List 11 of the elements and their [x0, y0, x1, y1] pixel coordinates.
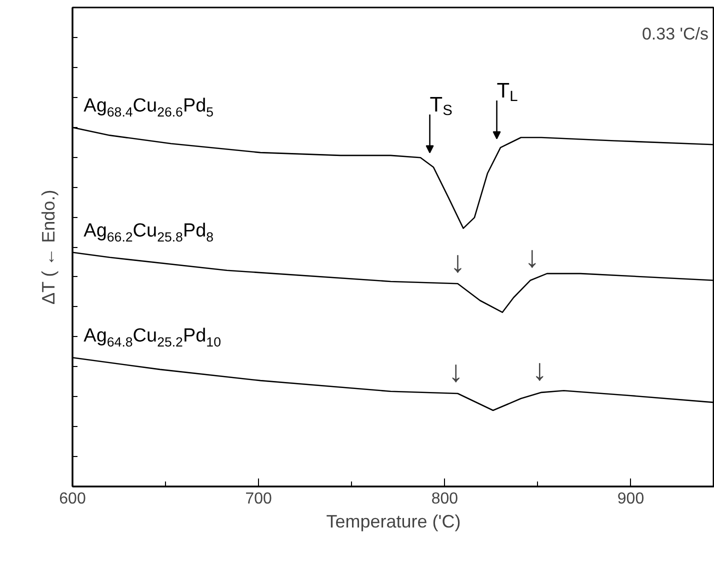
x-axis-title: Temperature ('C) [326, 512, 461, 532]
x-tick-label: 700 [245, 490, 272, 508]
x-tick-label: 900 [617, 490, 644, 508]
annotation: ↓ [532, 354, 548, 387]
x-tick-label: 600 [59, 490, 86, 508]
annotation: ↓ [524, 241, 540, 274]
annotation: ↓ [448, 356, 464, 389]
y-axis-title: ΔT ( ← Endo.) [38, 190, 58, 305]
annotation: ↓ [450, 246, 466, 279]
text: 0.33 'C/s [642, 24, 709, 44]
x-tick-label: 800 [431, 490, 458, 508]
